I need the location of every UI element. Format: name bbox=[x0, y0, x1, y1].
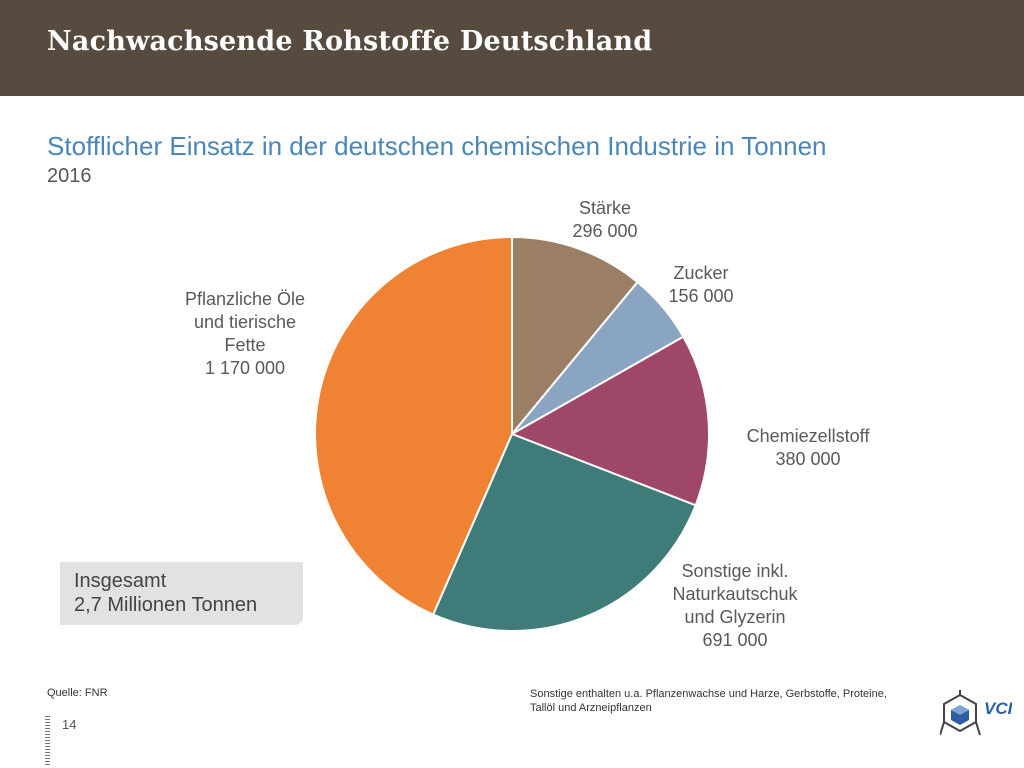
footnote: Sonstige enthalten u.a. Pflanzenwachse u… bbox=[530, 688, 887, 714]
footer-decoration bbox=[45, 716, 50, 766]
total-box: Insgesamt 2,7 Millionen Tonnen bbox=[60, 562, 303, 625]
pie-slice-staerke bbox=[511, 235, 639, 437]
page-title: Nachwachsende Rohstoffe Deutschland bbox=[47, 26, 653, 57]
slice-label-staerke: Stärke 296 000 bbox=[572, 198, 638, 241]
slice-label-chemiezellstoff: Chemiezellstoff 380 000 bbox=[746, 426, 870, 469]
vci-logo: VCI bbox=[940, 690, 1012, 736]
slice-label-sonstige: Sonstige inkl. Naturkautschuk und Glyzer… bbox=[672, 561, 798, 650]
pie-slice-sonstige bbox=[431, 432, 697, 632]
slice-label-pflanzliche-oele: Pflanzliche Öle und tierische Fette 1 17… bbox=[184, 289, 306, 378]
chart-title: Stofflicher Einsatz in der deutschen che… bbox=[47, 131, 827, 161]
chart-year: 2016 bbox=[47, 165, 92, 187]
total-value: 2,7 Millionen Tonnen bbox=[74, 594, 258, 616]
source-note: Quelle: FNR bbox=[47, 687, 108, 699]
pie-slice-chemiezellstoff bbox=[509, 335, 710, 507]
page-number: 14 bbox=[62, 717, 77, 732]
svg-text:VCI: VCI bbox=[984, 699, 1012, 718]
pie-slice-pflanzliche-oele bbox=[314, 235, 513, 616]
total-label: Insgesamt bbox=[74, 570, 167, 592]
header-bar: Nachwachsende Rohstoffe Deutschland bbox=[0, 0, 1024, 96]
slice-label-zucker: Zucker 156 000 bbox=[668, 263, 734, 306]
